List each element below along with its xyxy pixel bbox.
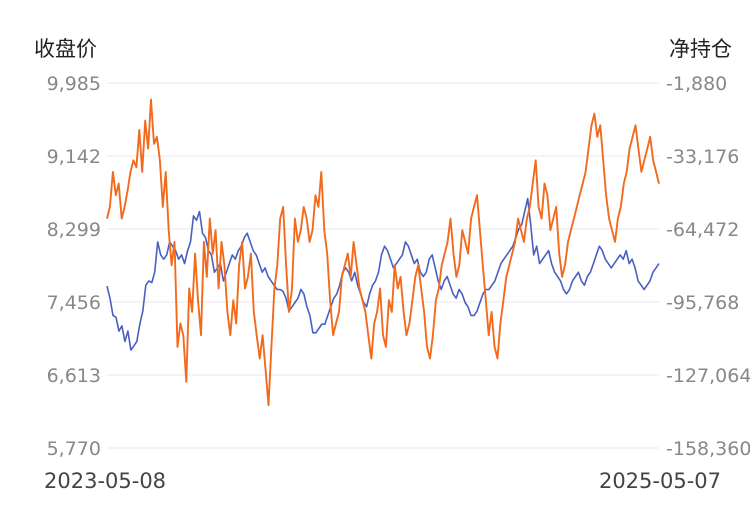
right-axis-title: 净持仓 bbox=[669, 37, 732, 61]
close-price-line bbox=[106, 197, 660, 351]
right-tick-label: -1,880 bbox=[666, 73, 727, 95]
right-tick-label: -158,360 bbox=[666, 438, 750, 460]
left-tick-label: 8,299 bbox=[47, 219, 101, 241]
left-tick-label: 5,770 bbox=[47, 438, 101, 460]
left-tick-labels: 9,985 9,142 8,299 7,456 6,613 5,770 bbox=[47, 73, 101, 460]
right-tick-label: -127,064 bbox=[666, 365, 750, 387]
left-tick-label: 7,456 bbox=[47, 292, 101, 314]
right-tick-label: -33,176 bbox=[666, 146, 739, 168]
series-lines bbox=[106, 98, 660, 407]
right-tick-label: -95,768 bbox=[666, 292, 739, 314]
left-tick-label: 9,985 bbox=[47, 73, 101, 95]
net-position-line bbox=[106, 98, 660, 407]
right-tick-labels: -1,880 -33,176 -64,472 -95,768 -127,064 -158,… bbox=[666, 73, 750, 460]
left-axis-title: 收盘价 bbox=[34, 37, 97, 61]
right-tick-label: -64,472 bbox=[666, 219, 739, 241]
left-tick-label: 9,142 bbox=[47, 146, 101, 168]
gridlines bbox=[107, 82, 659, 449]
x-start-label: 2023-05-08 bbox=[44, 469, 166, 493]
x-end-label: 2025-05-07 bbox=[599, 469, 721, 493]
left-tick-label: 6,613 bbox=[47, 365, 101, 387]
